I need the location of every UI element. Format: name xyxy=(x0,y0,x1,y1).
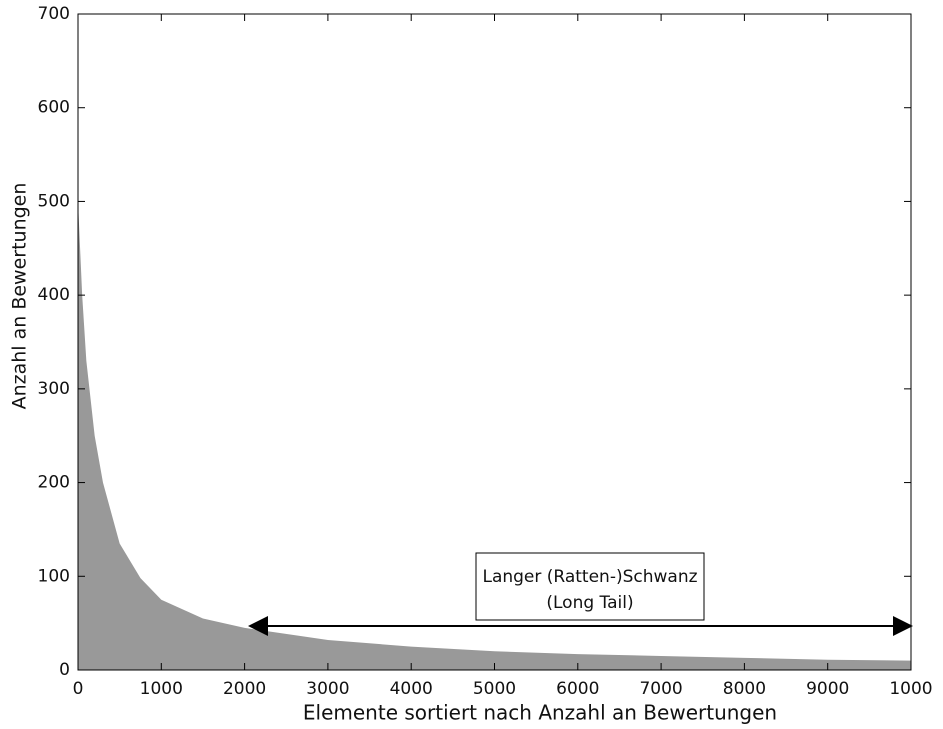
y-tick-label: 600 xyxy=(38,98,70,118)
x-tick-label: 2000 xyxy=(223,679,266,699)
annotation-line: Langer (Ratten-)Schwanz xyxy=(482,567,697,587)
y-tick-label: 500 xyxy=(38,191,70,211)
x-tick-label: 0 xyxy=(73,679,84,699)
plot-area xyxy=(78,201,911,670)
x-tick-label: 4000 xyxy=(390,679,433,699)
x-tick-label: 7000 xyxy=(639,679,682,699)
area xyxy=(78,201,911,670)
y-axis-label: Anzahl an Bewertungen xyxy=(9,183,31,410)
x-tick-label: 8000 xyxy=(723,679,766,699)
y-tick-label: 400 xyxy=(38,285,70,305)
x-tick-label: 1000 xyxy=(140,679,183,699)
annotation-line: (Long Tail) xyxy=(546,593,633,613)
y-tick-label: 100 xyxy=(38,566,70,586)
x-tick-label: 1000 xyxy=(889,679,932,699)
y-tick-label: 200 xyxy=(38,473,70,493)
y-tick-label: 700 xyxy=(38,4,70,24)
x-tick-label: 6000 xyxy=(556,679,599,699)
x-tick-label: 3000 xyxy=(306,679,349,699)
x-tick-label: 5000 xyxy=(473,679,516,699)
x-axis-label: Elemente sortiert nach Anzahl an Bewertu… xyxy=(303,701,777,725)
x-tick-label: 9000 xyxy=(806,679,849,699)
y-tick-label: 300 xyxy=(38,379,70,399)
annotation-box xyxy=(475,552,705,621)
y-tick-label: 0 xyxy=(59,660,70,680)
